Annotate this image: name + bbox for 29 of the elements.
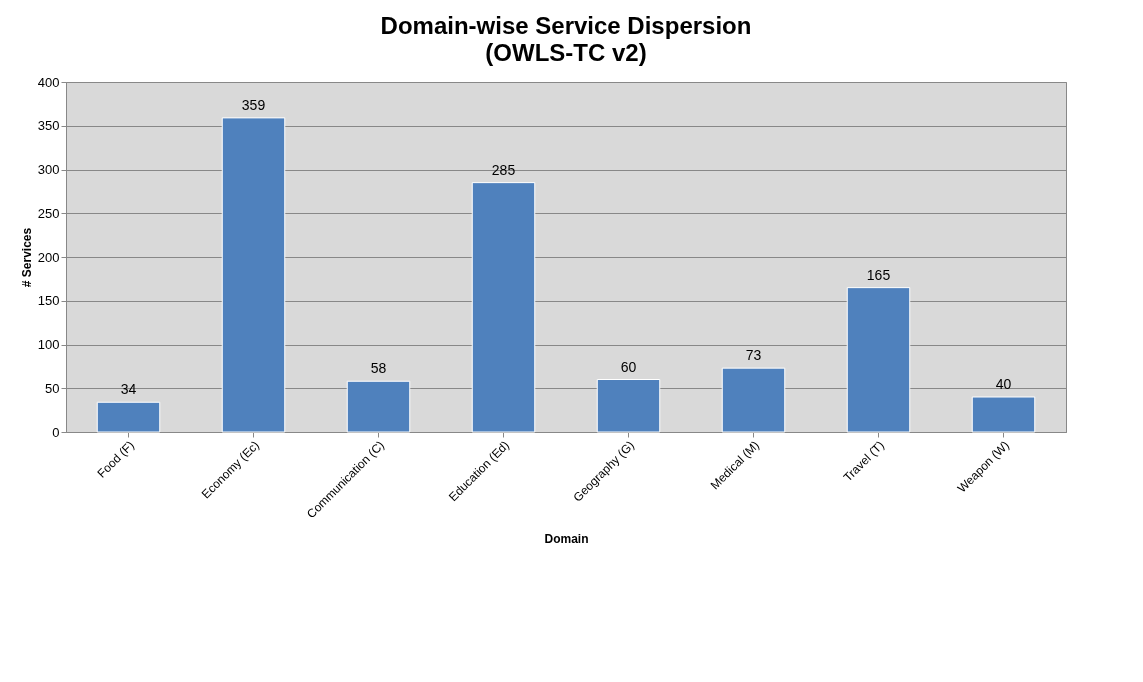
bar — [596, 379, 661, 433]
y-axis-title: # Services — [19, 227, 34, 288]
data-label: 60 — [620, 358, 637, 375]
bar — [846, 287, 911, 433]
data-label: 73 — [745, 347, 762, 364]
bar — [971, 396, 1036, 433]
data-label: 58 — [370, 360, 387, 377]
chart-title: Domain-wise Service Dispersion — [380, 12, 752, 39]
y-tick-label: 250 — [37, 205, 60, 221]
bar — [471, 182, 536, 433]
data-label: 285 — [491, 161, 516, 178]
bar — [96, 401, 161, 433]
y-tick-label: 50 — [45, 380, 60, 396]
y-tick-label: 300 — [37, 162, 60, 177]
data-label: 34 — [120, 381, 137, 398]
y-tick-label: 350 — [37, 118, 60, 134]
y-tick-label: 100 — [37, 337, 60, 352]
bar — [721, 367, 786, 433]
bar — [221, 117, 286, 433]
bar — [346, 380, 411, 433]
chart-subtitle: (OWLS-TC v2) — [485, 39, 647, 66]
data-label: 359 — [241, 96, 266, 113]
x-axis-title: Domain — [544, 532, 589, 547]
data-label: 40 — [995, 376, 1012, 392]
y-tick-label: 150 — [37, 293, 60, 309]
y-tick-label: 200 — [37, 249, 60, 265]
y-tick-label: 0 — [52, 424, 60, 440]
data-label: 165 — [866, 266, 891, 283]
y-tick-label: 400 — [37, 74, 60, 90]
